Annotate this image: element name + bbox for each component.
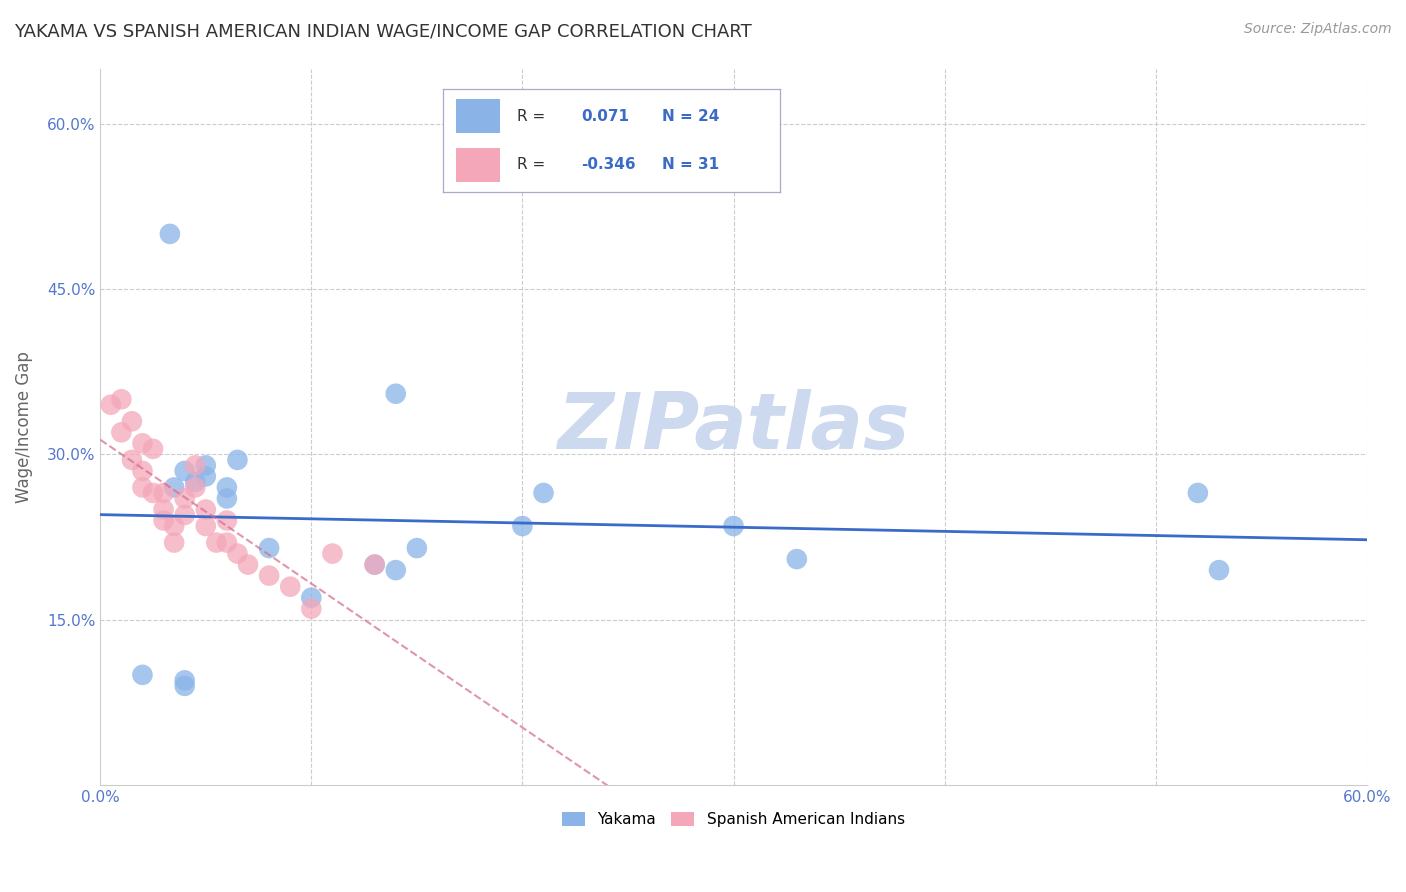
Point [110,392,132,407]
Point [194,519,217,533]
Point [363,558,385,572]
Point [152,514,174,528]
Point [786,552,808,566]
Point [1187,486,1209,500]
Point [163,535,186,549]
Point [278,580,301,594]
Point [131,668,153,682]
Legend: Yakama, Spanish American Indians: Yakama, Spanish American Indians [554,805,912,835]
Point [363,558,385,572]
Text: ZIPatlas: ZIPatlas [557,389,910,465]
Text: R =: R = [517,157,546,171]
Point [163,480,186,494]
Point [173,508,195,522]
Text: N = 31: N = 31 [662,157,720,171]
Point [131,436,153,450]
Point [131,480,153,494]
Text: N = 24: N = 24 [662,110,720,124]
Point [384,563,406,577]
Point [131,464,153,478]
Point [173,679,195,693]
Y-axis label: Wage/Income Gap: Wage/Income Gap [15,351,32,503]
Text: Source: ZipAtlas.com: Source: ZipAtlas.com [1244,22,1392,37]
Point [405,541,427,555]
Point [205,535,228,549]
Point [384,386,406,401]
Bar [457,99,501,133]
Text: R =: R = [517,110,546,124]
Bar [457,148,501,181]
Point [173,491,195,506]
Point [142,442,165,456]
Point [257,541,280,555]
Point [194,458,217,473]
Point [321,547,343,561]
Point [142,486,165,500]
Point [173,464,195,478]
Point [215,535,238,549]
Point [215,514,238,528]
Point [299,591,322,605]
Point [152,502,174,516]
Point [215,480,238,494]
Point [1208,563,1230,577]
Text: -0.346: -0.346 [581,157,636,171]
Point [121,414,143,428]
Point [100,398,122,412]
Point [121,453,143,467]
Point [173,673,195,688]
Point [152,486,174,500]
Point [257,568,280,582]
Point [512,519,534,533]
Point [184,475,207,489]
Point [194,469,217,483]
Point [110,425,132,440]
Point [533,486,555,500]
Point [723,519,745,533]
Text: YAKAMA VS SPANISH AMERICAN INDIAN WAGE/INCOME GAP CORRELATION CHART: YAKAMA VS SPANISH AMERICAN INDIAN WAGE/I… [14,22,752,40]
Point [163,519,186,533]
Point [226,453,249,467]
Point [299,601,322,615]
Text: 0.071: 0.071 [581,110,630,124]
Point [236,558,259,572]
Point [194,502,217,516]
Point [184,480,207,494]
Point [159,227,181,241]
Point [226,547,249,561]
Point [184,458,207,473]
Point [215,491,238,506]
